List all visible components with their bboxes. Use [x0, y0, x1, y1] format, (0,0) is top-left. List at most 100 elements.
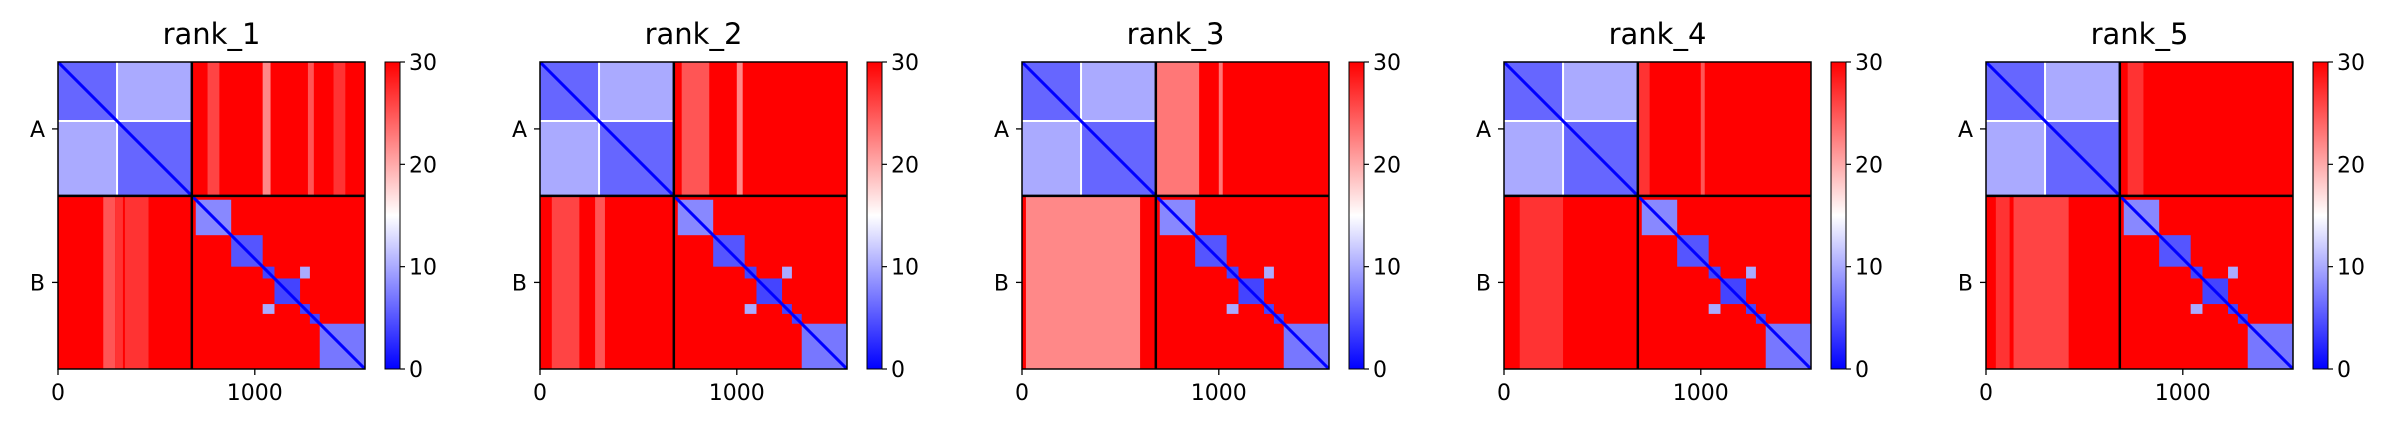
colorbar-tick-label: 10 — [891, 256, 919, 281]
ba-stripe — [551, 195, 580, 369]
panel-title: rank_3 — [1127, 17, 1225, 51]
colorbar-tick-label: 20 — [2337, 153, 2365, 178]
ba-stripe — [1995, 195, 2010, 369]
ab-stripe — [681, 62, 710, 196]
colorbar-tick-label: 10 — [1855, 256, 1883, 281]
x-tick-label: 0 — [533, 381, 547, 406]
y-tick-label: B — [994, 271, 1009, 296]
y-tick-label: B — [1476, 271, 1491, 296]
axes-frame — [539, 61, 848, 370]
ab-stripe — [207, 62, 220, 196]
x-tick-label: 1000 — [227, 381, 283, 406]
colorbar — [1831, 62, 1846, 369]
x-tick-label: 1000 — [2155, 381, 2211, 406]
diagonal — [1986, 62, 2293, 369]
ba-stripe — [1519, 195, 1564, 369]
heatmap-panel-rank_2: rank_2 A B 0 1000 0 10 20 30 — [512, 17, 919, 406]
axes-frame — [1021, 61, 1330, 370]
colorbar-tick-label: 30 — [891, 51, 919, 76]
x-tick-label: 1000 — [1673, 381, 1729, 406]
domain-block — [2045, 62, 2120, 122]
x-tick-label: 1000 — [1191, 381, 1247, 406]
y-tick-label: A — [512, 118, 527, 143]
heatmap-panel-rank_4: rank_4 A B 0 1000 0 10 20 30 — [1476, 17, 1883, 406]
y-tick-label: A — [30, 118, 45, 143]
domain-block — [1226, 304, 1239, 314]
ab-stripe — [307, 62, 314, 196]
domain-block — [58, 121, 118, 196]
ba-stripe — [2013, 195, 2069, 369]
ab-stripe — [1637, 62, 1650, 196]
ab-stripe — [1155, 62, 1200, 196]
heatmap-panel-rank_1: rank_1 A B 0 1000 0 10 20 30 — [30, 17, 437, 406]
domain-block — [1708, 304, 1721, 314]
colorbar-tick-label: 0 — [2337, 358, 2351, 383]
colorbar-tick-label: 30 — [1373, 51, 1401, 76]
domain-block — [1986, 121, 2046, 196]
panel-title: rank_1 — [163, 17, 261, 51]
colorbar-frame — [384, 61, 401, 370]
domain-block — [1022, 121, 1082, 196]
heatmap-cells — [1504, 62, 1811, 369]
heatmap-panel-rank_5: rank_5 A B 0 1000 0 10 20 30 — [1958, 17, 2365, 406]
panel-title: rank_2 — [645, 17, 743, 51]
domain-block — [540, 121, 600, 196]
colorbar — [867, 62, 882, 369]
colorbar — [385, 62, 400, 369]
diagonal — [1022, 62, 1329, 369]
colorbar-tick-label: 20 — [1373, 153, 1401, 178]
colorbar-tick-label: 10 — [1373, 256, 1401, 281]
colorbar-tick-label: 0 — [1373, 358, 1387, 383]
x-tick-label: 0 — [1497, 381, 1511, 406]
domain-block — [1081, 62, 1156, 122]
colorbar — [2313, 62, 2328, 369]
colorbar-frame — [1348, 61, 1365, 370]
domain-block — [2228, 266, 2238, 279]
ab-stripe — [736, 62, 743, 196]
colorbar-tick-label: 0 — [891, 358, 905, 383]
colorbar-frame — [866, 61, 883, 370]
ab-stripe — [333, 62, 346, 196]
heatmap-cells — [1986, 62, 2293, 369]
domain-block — [262, 304, 275, 314]
domain-block — [1504, 121, 1564, 196]
colorbar-tick-label: 10 — [409, 256, 437, 281]
heatmap-cells — [58, 62, 365, 369]
y-tick-label: A — [994, 118, 1009, 143]
ba-stripe — [103, 195, 116, 369]
panel-title: rank_4 — [1609, 17, 1707, 51]
x-tick-label: 0 — [1979, 381, 1993, 406]
domain-block — [300, 266, 310, 279]
domain-block — [1746, 266, 1756, 279]
colorbar-tick-label: 20 — [409, 153, 437, 178]
axes-frame — [1503, 61, 1812, 370]
colorbar-frame — [2312, 61, 2329, 370]
domain-block — [117, 62, 192, 122]
domain-block — [1563, 62, 1638, 122]
colorbar-tick-label: 30 — [409, 51, 437, 76]
diagonal — [58, 62, 365, 369]
colorbar-tick-label: 20 — [1855, 153, 1883, 178]
colorbar-frame — [1830, 61, 1847, 370]
y-tick-label: B — [30, 271, 45, 296]
heatmap-cells — [1022, 62, 1329, 369]
ab-stripe — [262, 62, 271, 196]
colorbar-tick-label: 0 — [1855, 358, 1869, 383]
axes-frame — [57, 61, 366, 370]
diagonal — [540, 62, 847, 369]
axes-frame — [1985, 61, 2294, 370]
ab-stripe — [1218, 62, 1223, 196]
y-tick-label: B — [1958, 271, 1973, 296]
colorbar — [1349, 62, 1364, 369]
domain-block — [2190, 304, 2203, 314]
ab-stripe — [2127, 62, 2144, 196]
ba-stripe — [1025, 195, 1141, 369]
panel-title: rank_5 — [2091, 17, 2189, 51]
x-tick-label: 0 — [1015, 381, 1029, 406]
heatmap-cells — [540, 62, 847, 369]
colorbar-tick-label: 30 — [2337, 51, 2365, 76]
ab-stripe — [1700, 62, 1705, 196]
colorbar-tick-label: 20 — [891, 153, 919, 178]
domain-block — [744, 304, 757, 314]
